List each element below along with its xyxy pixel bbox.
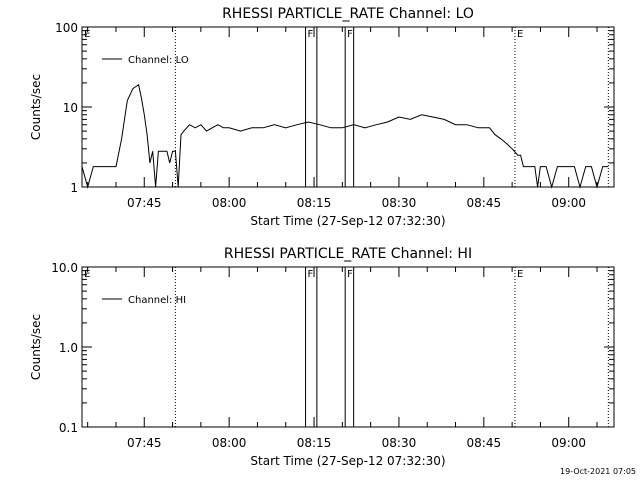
y-axis-label: Counts/sec <box>29 314 43 380</box>
x-tick-label: 07:45 <box>127 436 162 450</box>
x-tick-label: 08:30 <box>382 436 417 450</box>
series-line-channel-lo <box>81 83 609 189</box>
event-marker-label: F <box>347 269 353 280</box>
x-tick-label: 08:00 <box>212 436 247 450</box>
y-tick-label: 1 <box>70 181 78 195</box>
y-tick-label: 10.0 <box>51 261 78 275</box>
legend-entry: Channel: HI <box>128 295 186 306</box>
x-tick-label: 08:15 <box>297 196 332 210</box>
y-tick-label: 10 <box>63 101 78 115</box>
event-marker-label: F <box>347 29 353 40</box>
chart-title: RHESSI PARTICLE_RATE Channel: LO <box>222 6 474 22</box>
y-axis-label: Counts/sec <box>29 74 43 140</box>
event-marker-label: F <box>308 269 314 280</box>
event-marker-label: E <box>84 29 90 40</box>
event-marker-label: E <box>517 269 523 280</box>
x-tick-label: 08:45 <box>467 196 502 210</box>
legend-entry: Channel: LO <box>128 55 189 66</box>
x-axis-label: Start Time (27-Sep-12 07:32:30) <box>250 214 445 228</box>
x-tick-label: 09:00 <box>551 436 586 450</box>
x-tick-label: 08:00 <box>212 196 247 210</box>
chart-title: RHESSI PARTICLE_RATE Channel: HI <box>224 246 472 262</box>
event-marker-label: E <box>517 29 523 40</box>
event-marker-label: E <box>84 269 90 280</box>
y-tick-label: 1.0 <box>59 341 78 355</box>
x-tick-label: 08:30 <box>382 196 417 210</box>
y-tick-label: 100 <box>55 21 78 35</box>
x-axis-label: Start Time (27-Sep-12 07:32:30) <box>250 454 445 468</box>
x-tick-label: 07:45 <box>127 196 162 210</box>
plot-frame <box>81 266 615 428</box>
footer-timestamp: 19-Oct-2021 07:05 <box>560 467 636 476</box>
x-tick-label: 09:00 <box>551 196 586 210</box>
y-tick-label: 0.1 <box>59 421 78 435</box>
x-tick-label: 08:45 <box>467 436 502 450</box>
hi-channel-panel: RHESSI PARTICLE_RATE Channel: HI Counts/s… <box>29 246 615 468</box>
event-marker-label: F <box>308 29 314 40</box>
lo-channel-panel: RHESSI PARTICLE_RATE Channel: LO Counts/s… <box>29 6 615 228</box>
x-tick-label: 08:15 <box>297 436 332 450</box>
plot-frame <box>81 26 615 188</box>
